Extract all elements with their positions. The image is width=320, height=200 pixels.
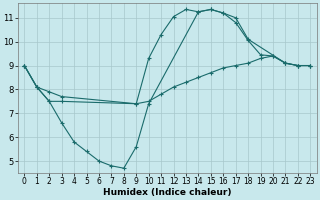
X-axis label: Humidex (Indice chaleur): Humidex (Indice chaleur) xyxy=(103,188,232,197)
